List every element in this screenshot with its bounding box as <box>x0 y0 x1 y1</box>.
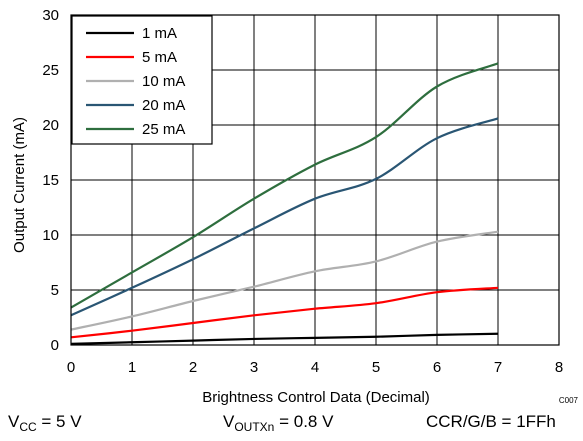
series-line-25-ma <box>70 62 499 309</box>
x-tick-label: 7 <box>494 359 502 376</box>
x-tick-label: 8 <box>555 359 563 376</box>
legend-label-25-ma: 25 mA <box>142 121 185 138</box>
vcc-symbol: V <box>8 412 20 431</box>
plot-frame <box>70 14 560 346</box>
series-line-5-ma <box>70 286 499 339</box>
series-lines <box>70 62 499 345</box>
x-tick-label: 2 <box>189 359 197 376</box>
y-tick-label: 10 <box>42 227 59 244</box>
x-axis-title: Brightness Control Data (Decimal) <box>202 389 430 406</box>
legend-label-20-ma: 20 mA <box>142 97 185 114</box>
series-line-20-ma <box>70 117 499 317</box>
vout-subscript: OUTXn <box>234 420 275 434</box>
y-tick-label: 5 <box>51 282 59 299</box>
x-tick-label: 6 <box>433 359 441 376</box>
legend-label-5-ma: 5 mA <box>142 49 177 66</box>
vout-condition: VOUTXn = 0.8 V <box>223 412 333 434</box>
legend-label-1-ma: 1 mA <box>142 25 177 42</box>
figure-code: C007 <box>559 396 579 405</box>
vcc-value: = 5 V <box>36 412 82 431</box>
y-axis-title: Output Current (mA) <box>11 117 28 253</box>
y-tick-label: 25 <box>42 62 59 79</box>
vout-value: = 0.8 V <box>274 412 334 431</box>
series-line-10-ma <box>70 230 499 331</box>
x-tick-labels: 0 1 2 3 4 5 6 7 8 <box>67 359 563 376</box>
legend: 1 mA 5 mA 10 mA 20 mA 25 mA <box>71 15 213 145</box>
x-tick-label: 4 <box>311 359 319 376</box>
legend-label-10-ma: 10 mA <box>142 73 185 90</box>
y-tick-label: 30 <box>42 7 59 24</box>
series-line-1-ma <box>70 332 499 345</box>
ccr-condition: CCR/G/B = 1FFh <box>426 412 556 431</box>
y-tick-label: 0 <box>51 337 59 354</box>
y-tick-label: 20 <box>42 117 59 134</box>
x-tick-label: 0 <box>67 359 75 376</box>
y-tick-label: 15 <box>42 172 59 189</box>
x-tick-label: 5 <box>372 359 380 376</box>
x-tick-label: 3 <box>250 359 258 376</box>
vout-symbol: V <box>223 412 235 431</box>
vcc-condition: VCC = 5 V <box>8 412 82 434</box>
x-tick-label: 1 <box>128 359 136 376</box>
vcc-subscript: CC <box>19 420 37 434</box>
y-tick-labels: 0 5 10 15 20 25 30 <box>42 7 59 354</box>
